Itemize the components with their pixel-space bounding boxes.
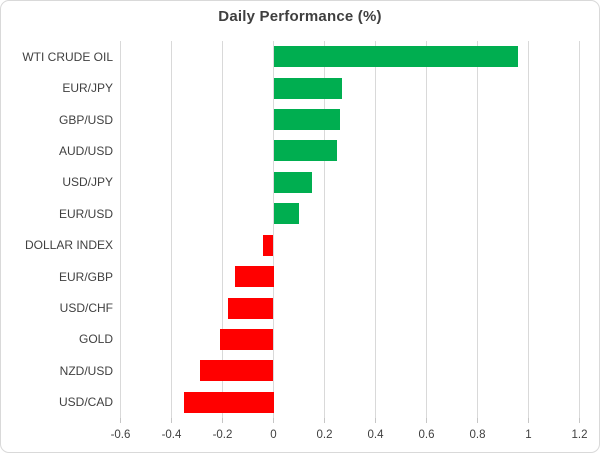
bar-wti-crude-oil [273,46,519,68]
x-gridline [273,41,274,418]
x-axis-tick [426,418,427,423]
bar-usd-cad [184,391,274,413]
x-axis-tick [477,418,478,423]
x-axis-tick [579,418,580,423]
x-gridline [375,41,376,418]
category-label: EUR/USD [58,206,113,221]
x-gridline [528,41,529,418]
category-label: USD/CHF [59,301,113,316]
x-gridline [477,41,478,418]
x-gridline [222,41,223,418]
x-tick-label: 0.2 [316,429,333,441]
x-tick-label: 1 [525,429,532,441]
x-axis-tick [528,418,529,423]
category-label: GOLD [78,332,113,347]
category-label: GBP/USD [58,112,113,127]
category-label: EUR/JPY [62,81,113,96]
x-tick-label: 1.2 [571,429,588,441]
x-tick-label: 0.4 [367,429,384,441]
bar-aud-usd [273,140,338,162]
bar-nzd-usd [199,360,274,382]
x-tick-label: 0 [270,429,277,441]
bar-eur-usd [273,203,299,225]
chart-title: Daily Performance (%) [218,8,382,25]
x-tick-label: -0.6 [110,429,131,441]
bar-dollar-index [263,234,274,256]
x-gridline [426,41,427,418]
x-axis-tick [273,418,274,423]
x-gridline [171,41,172,418]
category-label: EUR/GBP [58,269,113,284]
x-axis-tick [375,418,376,423]
bar-gold [219,328,274,350]
x-axis-tick [120,418,121,423]
category-label: NZD/USD [59,363,113,378]
category-label: DOLLAR INDEX [24,238,113,253]
x-tick-label: 0.8 [469,429,486,441]
category-label: USD/CAD [58,395,113,410]
x-gridline [324,41,325,418]
x-tick-label: 0.6 [418,429,435,441]
x-axis-tick [171,418,172,423]
x-tick-label: -0.2 [212,429,233,441]
x-axis-tick [222,418,223,423]
category-label: USD/JPY [62,175,113,190]
bar-eur-jpy [273,77,343,99]
bar-gbp-usd [273,109,340,131]
category-label: WTI CRUDE OIL [22,49,113,64]
x-gridline [579,41,580,418]
x-tick-label: -0.4 [161,429,182,441]
x-axis-tick [324,418,325,423]
category-label: AUD/USD [58,143,113,158]
bar-eur-gbp [235,266,274,288]
bar-usd-jpy [273,171,312,193]
x-gridline [120,41,121,418]
bar-usd-chf [227,297,274,319]
